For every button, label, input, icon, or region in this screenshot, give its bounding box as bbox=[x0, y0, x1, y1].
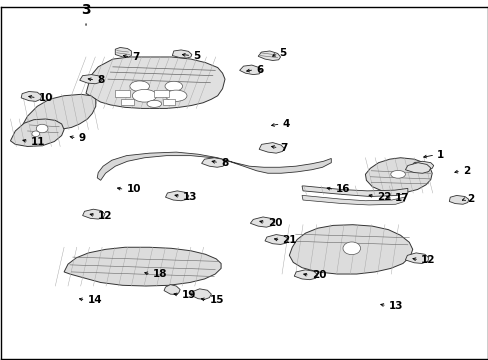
Polygon shape bbox=[264, 235, 288, 244]
Text: 3: 3 bbox=[81, 3, 91, 17]
Polygon shape bbox=[86, 57, 224, 108]
Text: 5: 5 bbox=[193, 50, 200, 60]
Polygon shape bbox=[201, 158, 224, 167]
Text: 17: 17 bbox=[394, 193, 408, 203]
Text: 10: 10 bbox=[126, 184, 141, 194]
Ellipse shape bbox=[130, 81, 149, 91]
Text: 2: 2 bbox=[462, 166, 469, 176]
Text: 12: 12 bbox=[420, 255, 435, 265]
Polygon shape bbox=[289, 225, 412, 274]
Text: 18: 18 bbox=[153, 269, 167, 279]
Text: 13: 13 bbox=[183, 192, 197, 202]
Polygon shape bbox=[365, 158, 431, 193]
Polygon shape bbox=[239, 65, 261, 75]
Text: 9: 9 bbox=[79, 133, 86, 143]
Polygon shape bbox=[82, 209, 105, 219]
Text: 5: 5 bbox=[279, 49, 286, 58]
Text: 22: 22 bbox=[376, 192, 391, 202]
Text: 10: 10 bbox=[39, 93, 53, 103]
Bar bbox=[163, 99, 175, 105]
Polygon shape bbox=[405, 253, 428, 264]
Text: 16: 16 bbox=[335, 184, 350, 194]
Text: 2: 2 bbox=[467, 194, 474, 204]
Polygon shape bbox=[64, 247, 221, 286]
Text: 1: 1 bbox=[436, 150, 444, 160]
Circle shape bbox=[32, 131, 40, 136]
Text: 7: 7 bbox=[132, 52, 140, 62]
Polygon shape bbox=[410, 161, 433, 169]
Polygon shape bbox=[163, 285, 180, 294]
Ellipse shape bbox=[390, 170, 405, 178]
Text: 20: 20 bbox=[267, 217, 282, 228]
Text: 19: 19 bbox=[182, 290, 196, 300]
Ellipse shape bbox=[147, 100, 161, 107]
Circle shape bbox=[36, 124, 48, 133]
Polygon shape bbox=[10, 119, 64, 147]
Polygon shape bbox=[405, 163, 430, 173]
Text: 20: 20 bbox=[311, 270, 325, 280]
Polygon shape bbox=[294, 270, 317, 280]
Text: 11: 11 bbox=[31, 136, 45, 147]
Polygon shape bbox=[22, 94, 96, 130]
Polygon shape bbox=[172, 50, 191, 58]
Polygon shape bbox=[190, 289, 211, 300]
Polygon shape bbox=[115, 48, 131, 57]
Ellipse shape bbox=[164, 81, 182, 91]
Ellipse shape bbox=[165, 90, 186, 102]
Polygon shape bbox=[80, 75, 102, 84]
Polygon shape bbox=[259, 143, 284, 153]
Polygon shape bbox=[302, 186, 407, 197]
Polygon shape bbox=[448, 195, 468, 204]
Text: 15: 15 bbox=[209, 295, 224, 305]
Polygon shape bbox=[258, 51, 280, 60]
Text: 13: 13 bbox=[388, 301, 403, 311]
Text: 4: 4 bbox=[282, 119, 289, 129]
Bar bbox=[121, 99, 133, 105]
Polygon shape bbox=[21, 91, 41, 102]
Polygon shape bbox=[302, 195, 404, 205]
Text: 6: 6 bbox=[256, 65, 263, 75]
Text: 8: 8 bbox=[221, 158, 228, 168]
Polygon shape bbox=[97, 152, 330, 180]
Bar bbox=[154, 90, 168, 97]
Text: 12: 12 bbox=[98, 211, 113, 221]
Circle shape bbox=[342, 242, 360, 255]
Ellipse shape bbox=[132, 89, 157, 102]
Text: 7: 7 bbox=[280, 143, 287, 153]
Text: 14: 14 bbox=[87, 295, 102, 305]
Text: 21: 21 bbox=[282, 235, 296, 245]
Bar bbox=[115, 90, 130, 97]
Text: 8: 8 bbox=[97, 75, 104, 85]
Polygon shape bbox=[250, 217, 274, 227]
Polygon shape bbox=[165, 191, 188, 201]
